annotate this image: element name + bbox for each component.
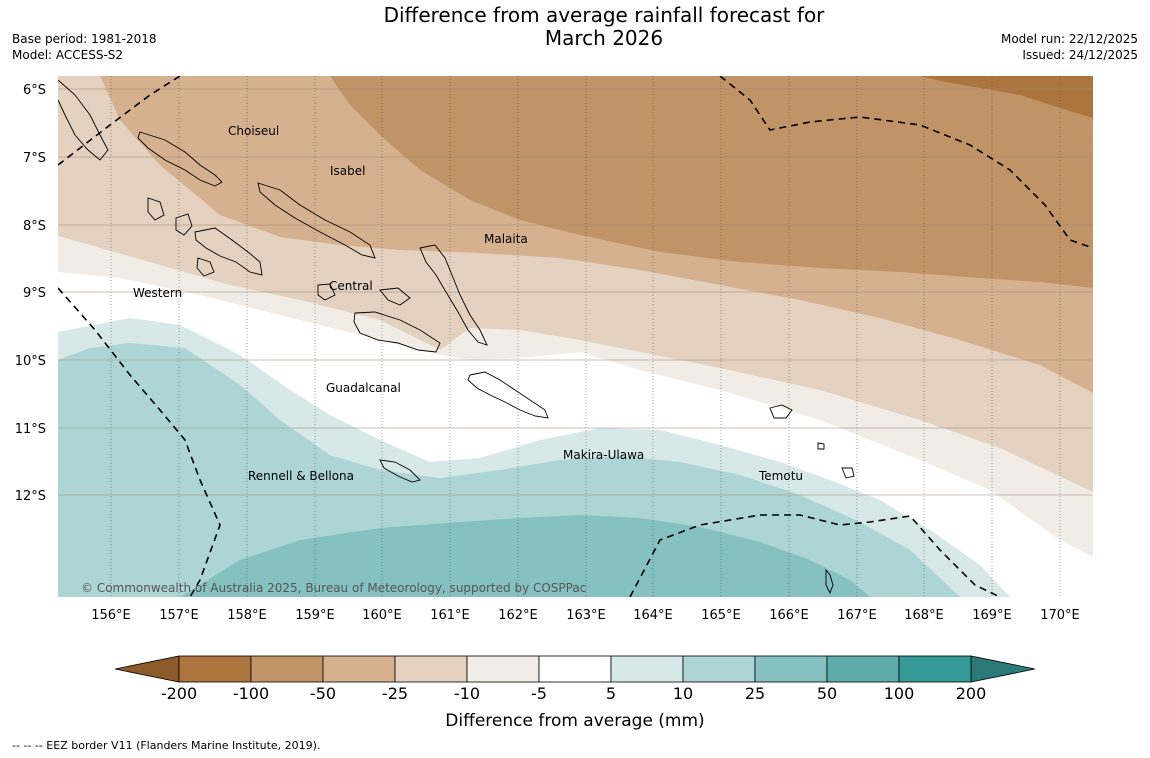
colorbar-tick: -10: [454, 684, 480, 703]
malaita-island: [419, 244, 488, 346]
santa-cruz-islands: [769, 404, 855, 479]
isabel-island: [257, 182, 376, 259]
lon-label: 160°E: [362, 608, 402, 623]
region-label-makira-ulawa: Makira-Ulawa: [563, 448, 644, 462]
eez-western-border: [58, 287, 221, 597]
bougainville-coast: [58, 79, 109, 161]
eez-north-border: [719, 76, 1093, 249]
lon-label: 169°E: [972, 608, 1012, 623]
colorbar-segment: [754, 655, 828, 683]
coastlines: [58, 79, 855, 595]
lon-label: 170°E: [1040, 608, 1080, 623]
region-label-western: Western: [133, 286, 182, 300]
lon-label: 161°E: [430, 608, 470, 623]
colorbar-tick-labels: -200 -100 -50 -25 -10 -5 5 10 25 50 100 …: [161, 684, 986, 703]
lat-label: 6°S: [23, 83, 46, 98]
base-period: Base period: 1981-2018: [12, 32, 157, 46]
colorbar-segment: [394, 655, 468, 683]
lon-axis: 156°E 157°E 158°E 159°E 160°E 161°E 162°…: [91, 608, 1080, 623]
title-line-1: Difference from average rainfall forecas…: [383, 3, 825, 27]
vanuatu-north: [825, 568, 834, 595]
region-label-guadalcanal: Guadalcanal: [326, 381, 401, 395]
lon-label: 163°E: [566, 608, 606, 623]
lat-label: 7°S: [23, 151, 46, 166]
map-title: Difference from average rainfall forecas…: [0, 4, 1150, 50]
lat-label: 11°S: [15, 422, 46, 437]
lon-label: 166°E: [769, 608, 809, 623]
colorbar-segment: [178, 655, 252, 683]
colorbar-tick: -5: [531, 684, 547, 703]
colorbar-tick: 10: [673, 684, 693, 703]
colorbar-segment: [898, 655, 972, 683]
choiseul-island: [137, 131, 223, 187]
florida-islands: [317, 283, 411, 306]
colorbar-tick: -50: [310, 684, 336, 703]
colorbar-segment: [250, 655, 324, 683]
issued-date: Issued: 24/12/2025: [1022, 48, 1138, 62]
copyright-notice: © Commonwealth of Australia 2025, Bureau…: [81, 581, 586, 595]
lat-label: 8°S: [23, 219, 46, 234]
lon-label: 165°E: [701, 608, 741, 623]
makira-island: [467, 371, 549, 419]
colorbar-tick: 5: [606, 684, 616, 703]
colorbar-tick: -25: [382, 684, 408, 703]
band-minus-100: [920, 76, 1093, 118]
lat-label: 12°S: [15, 489, 46, 504]
rennell-island: [379, 459, 421, 483]
colorbar-under-arrow: [114, 655, 180, 683]
eez-png-border: [58, 76, 181, 166]
lon-label: 159°E: [295, 608, 335, 623]
lon-label: 167°E: [837, 608, 877, 623]
lat-axis: 6°S 7°S 8°S 9°S 10°S 11°S 12°S: [15, 83, 46, 504]
colorbar-segment: [610, 655, 684, 683]
meta-left: Base period: 1981-2018 Model: ACCESS-S2: [12, 31, 157, 63]
map-area: [58, 76, 1093, 597]
guadalcanal-island: [353, 311, 441, 353]
title-line-2: March 2026: [544, 26, 664, 50]
band-plus-10: [58, 343, 960, 597]
eez-borders: [58, 76, 1093, 597]
colorbar-tick: -100: [233, 684, 269, 703]
lon-label: 156°E: [91, 608, 131, 623]
colorbar-segment: [466, 655, 540, 683]
lon-label: 168°E: [904, 608, 944, 623]
region-label-temotu: Temotu: [758, 469, 803, 483]
lon-label: 158°E: [227, 608, 267, 623]
colorbar-tick: 25: [745, 684, 765, 703]
colorbar-tick: 200: [956, 684, 987, 703]
band-minus-50: [330, 76, 1093, 288]
colorbar-segments: [178, 655, 972, 683]
colorbar-over-arrow: [970, 655, 1036, 683]
colorbar-tick: 100: [884, 684, 915, 703]
colorbar-tick: -200: [161, 684, 197, 703]
model-name: Model: ACCESS-S2: [12, 48, 124, 62]
model-run: Model run: 22/12/2025: [1000, 32, 1138, 46]
lat-label: 10°S: [15, 354, 46, 369]
colorbar: -200 -100 -50 -25 -10 -5 5 10 25 50 100 …: [114, 655, 1036, 731]
region-label-malaita: Malaita: [484, 232, 528, 246]
meta-right: Model run: 22/12/2025 Issued: 24/12/2025: [1001, 31, 1138, 63]
colorbar-segment: [538, 655, 612, 683]
lat-label: 9°S: [23, 286, 46, 301]
lat-gridlines: [58, 88, 1093, 496]
colorbar-tick: 50: [817, 684, 837, 703]
region-label-central: Central: [329, 279, 373, 293]
region-label-choiseul: Choiseul: [228, 124, 279, 138]
colorbar-segment: [322, 655, 396, 683]
region-label-isabel: Isabel: [330, 164, 365, 178]
colorbar-segment: [826, 655, 900, 683]
eez-footnote: -- -- -- EEZ border V11 (Flanders Marine…: [12, 739, 321, 752]
band-plus-25: [180, 515, 870, 597]
colorbar-segment: [682, 655, 756, 683]
region-label-rennell-bellona: Rennell & Bellona: [248, 469, 354, 483]
lon-label: 162°E: [498, 608, 538, 623]
new-georgia-islands: [147, 197, 263, 277]
colorbar-title: Difference from average (mm): [445, 711, 704, 731]
lon-label: 164°E: [633, 608, 673, 623]
lon-label: 157°E: [159, 608, 199, 623]
